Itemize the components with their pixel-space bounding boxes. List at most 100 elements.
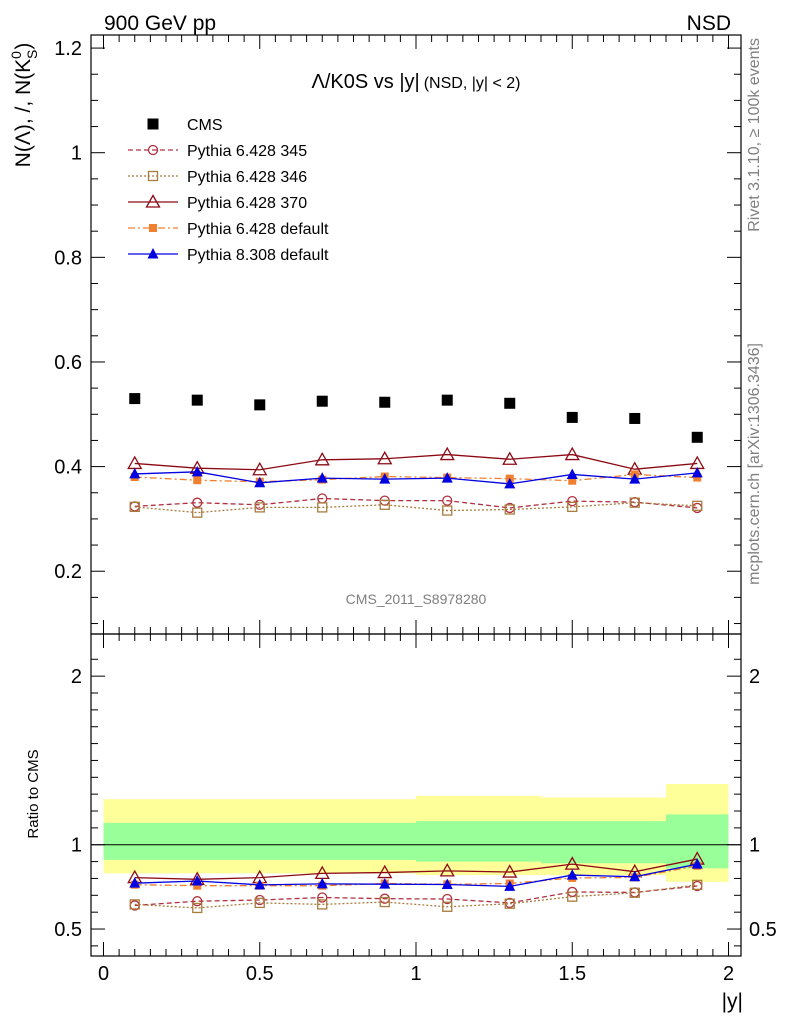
ratio-point-p8def bbox=[629, 870, 641, 882]
main-point-cms bbox=[629, 412, 641, 424]
legend-marker-p346 bbox=[147, 170, 159, 182]
main-panel: CMS_2011_S8978280 Λ/K0S vs |y| (NSD, |y| … bbox=[8, 34, 742, 635]
header-process-label: NSD bbox=[687, 12, 731, 35]
main-point-p370 bbox=[502, 451, 518, 465]
ratio-y-tick-label: 0.5 bbox=[54, 919, 82, 941]
ratio-band-inner bbox=[603, 821, 666, 864]
analysis-watermark: CMS_2011_S8978280 bbox=[346, 591, 487, 607]
main-title: Λ/K0S vs |y| (NSD, |y| < 2) bbox=[311, 71, 520, 93]
ratio-point-p346 bbox=[379, 896, 390, 908]
ratio-panel: Ratio to CMS |y| 0 0.5 1 1.5 2 0.5 0.5 1 1 2 2 bbox=[25, 633, 777, 1013]
main-point-p8def bbox=[191, 465, 203, 477]
ratio-point-p346 bbox=[504, 898, 515, 909]
ratio-point-p346 bbox=[129, 899, 140, 910]
main-point-p6def bbox=[693, 473, 702, 482]
legend-marker-p345 bbox=[147, 144, 159, 156]
legend: CMS Pythia 6.428 345 Pythia 6.428 346 Pythi… bbox=[128, 117, 329, 264]
main-point-p8def bbox=[441, 472, 453, 483]
y-tick-label: 1.2 bbox=[54, 38, 82, 60]
main-point-p346 bbox=[192, 507, 203, 518]
ratio-band-inner bbox=[291, 822, 354, 860]
ratio-point-p6def bbox=[193, 881, 202, 890]
ratio-point-p8def bbox=[191, 874, 203, 886]
main-point-p346 bbox=[317, 502, 328, 513]
y-tick-label: 0.6 bbox=[54, 352, 82, 374]
main-point-p8def bbox=[629, 473, 641, 484]
ratio-y-tick-label-right: 1 bbox=[749, 835, 760, 857]
rivet-version-label: Rivet 3.1.10, ≥ 100k events bbox=[746, 38, 763, 232]
ylabel-suffix: ) bbox=[12, 43, 35, 50]
main-point-p8def bbox=[254, 476, 266, 488]
main-point-cms bbox=[191, 394, 203, 406]
ratio-band-inner bbox=[166, 822, 229, 860]
ratio-point-p346 bbox=[629, 887, 640, 898]
legend-marker-p6def bbox=[149, 224, 157, 232]
main-point-p370 bbox=[439, 446, 455, 461]
main-point-p8def bbox=[129, 467, 141, 479]
main-title-subtitle: (NSD, |y| < 2) bbox=[424, 75, 521, 92]
main-line-p370 bbox=[134, 453, 698, 471]
main-point-p345 bbox=[442, 495, 453, 506]
mcplots-reference-label: mcplots.cern.ch [arXiv:1306.3436] bbox=[746, 343, 763, 585]
main-point-p370 bbox=[377, 450, 393, 465]
main-point-p8def bbox=[566, 468, 578, 479]
main-title-text: Λ/K0S vs |y| bbox=[311, 71, 419, 93]
main-point-cms bbox=[441, 394, 453, 406]
ratio-point-p370 bbox=[377, 864, 393, 879]
ratio-point-p8def bbox=[316, 877, 328, 889]
y-tick-label: 0.2 bbox=[54, 561, 82, 583]
ratio-y-axis-label: Ratio to CMS bbox=[25, 749, 42, 838]
ratio-point-p345 bbox=[317, 892, 328, 903]
main-point-cms bbox=[129, 393, 141, 405]
legend-label-p6def: Pythia 6.428 default bbox=[187, 221, 329, 238]
main-point-p345 bbox=[192, 497, 203, 508]
x-tick-label: 1 bbox=[410, 963, 421, 985]
ylabel-prefix: N(Λ), /, N(K bbox=[12, 59, 35, 168]
y-tick-label: 0.8 bbox=[54, 247, 82, 269]
ratio-point-p8def bbox=[566, 869, 578, 880]
main-point-p370 bbox=[252, 461, 268, 476]
main-y-axis-label: N(Λ), /, N(K0S) bbox=[8, 43, 40, 168]
main-line-p345 bbox=[134, 497, 698, 509]
x-tick-label: 2 bbox=[723, 963, 734, 985]
main-point-cms bbox=[379, 396, 391, 408]
main-point-p346 bbox=[567, 501, 578, 513]
ratio-band-inner bbox=[541, 821, 604, 864]
main-point-p6def bbox=[568, 476, 577, 485]
main-point-p8def bbox=[504, 477, 516, 489]
ratio-y-tick-label: 2 bbox=[71, 666, 82, 688]
main-point-p370 bbox=[127, 455, 143, 470]
main-point-p346 bbox=[379, 499, 390, 510]
ratio-line-p370 bbox=[134, 858, 698, 880]
main-point-p346 bbox=[504, 504, 515, 515]
legend-label-p8def: Pythia 8.308 default bbox=[187, 247, 329, 264]
ratio-band-inner bbox=[416, 821, 479, 862]
ratio-point-p8def bbox=[441, 878, 453, 890]
main-point-p370 bbox=[564, 446, 580, 461]
main-point-p370 bbox=[314, 451, 330, 466]
main-line-p8def bbox=[134, 471, 698, 485]
ratio-point-p8def bbox=[254, 878, 266, 890]
main-point-cms bbox=[316, 395, 328, 407]
ratio-point-p8def bbox=[379, 878, 391, 889]
main-point-p346 bbox=[254, 502, 265, 513]
legend-marker-cms bbox=[147, 118, 159, 130]
legend-label-p346: Pythia 6.428 346 bbox=[187, 169, 307, 186]
y-tick-label: 1 bbox=[71, 143, 82, 165]
legend-label-p370: Pythia 6.428 370 bbox=[187, 195, 307, 212]
ratio-point-p8def bbox=[129, 877, 141, 888]
ratio-point-p346 bbox=[567, 891, 578, 902]
legend-marker-p8def bbox=[147, 248, 159, 259]
x-axis-label: |y| bbox=[722, 990, 743, 1013]
x-tick-label: 0 bbox=[98, 963, 109, 985]
ratio-band-inner bbox=[478, 821, 541, 862]
ylabel-subscript: S bbox=[24, 50, 40, 59]
main-point-p8def bbox=[691, 466, 703, 478]
main-point-cms bbox=[691, 431, 703, 443]
ratio-y-tick-label: 1 bbox=[71, 835, 82, 857]
ratio-y-tick-label-right: 0.5 bbox=[749, 919, 777, 941]
main-point-p345 bbox=[567, 495, 578, 507]
ratio-point-p346 bbox=[692, 879, 703, 891]
x-tick-label: 0.5 bbox=[246, 963, 274, 985]
